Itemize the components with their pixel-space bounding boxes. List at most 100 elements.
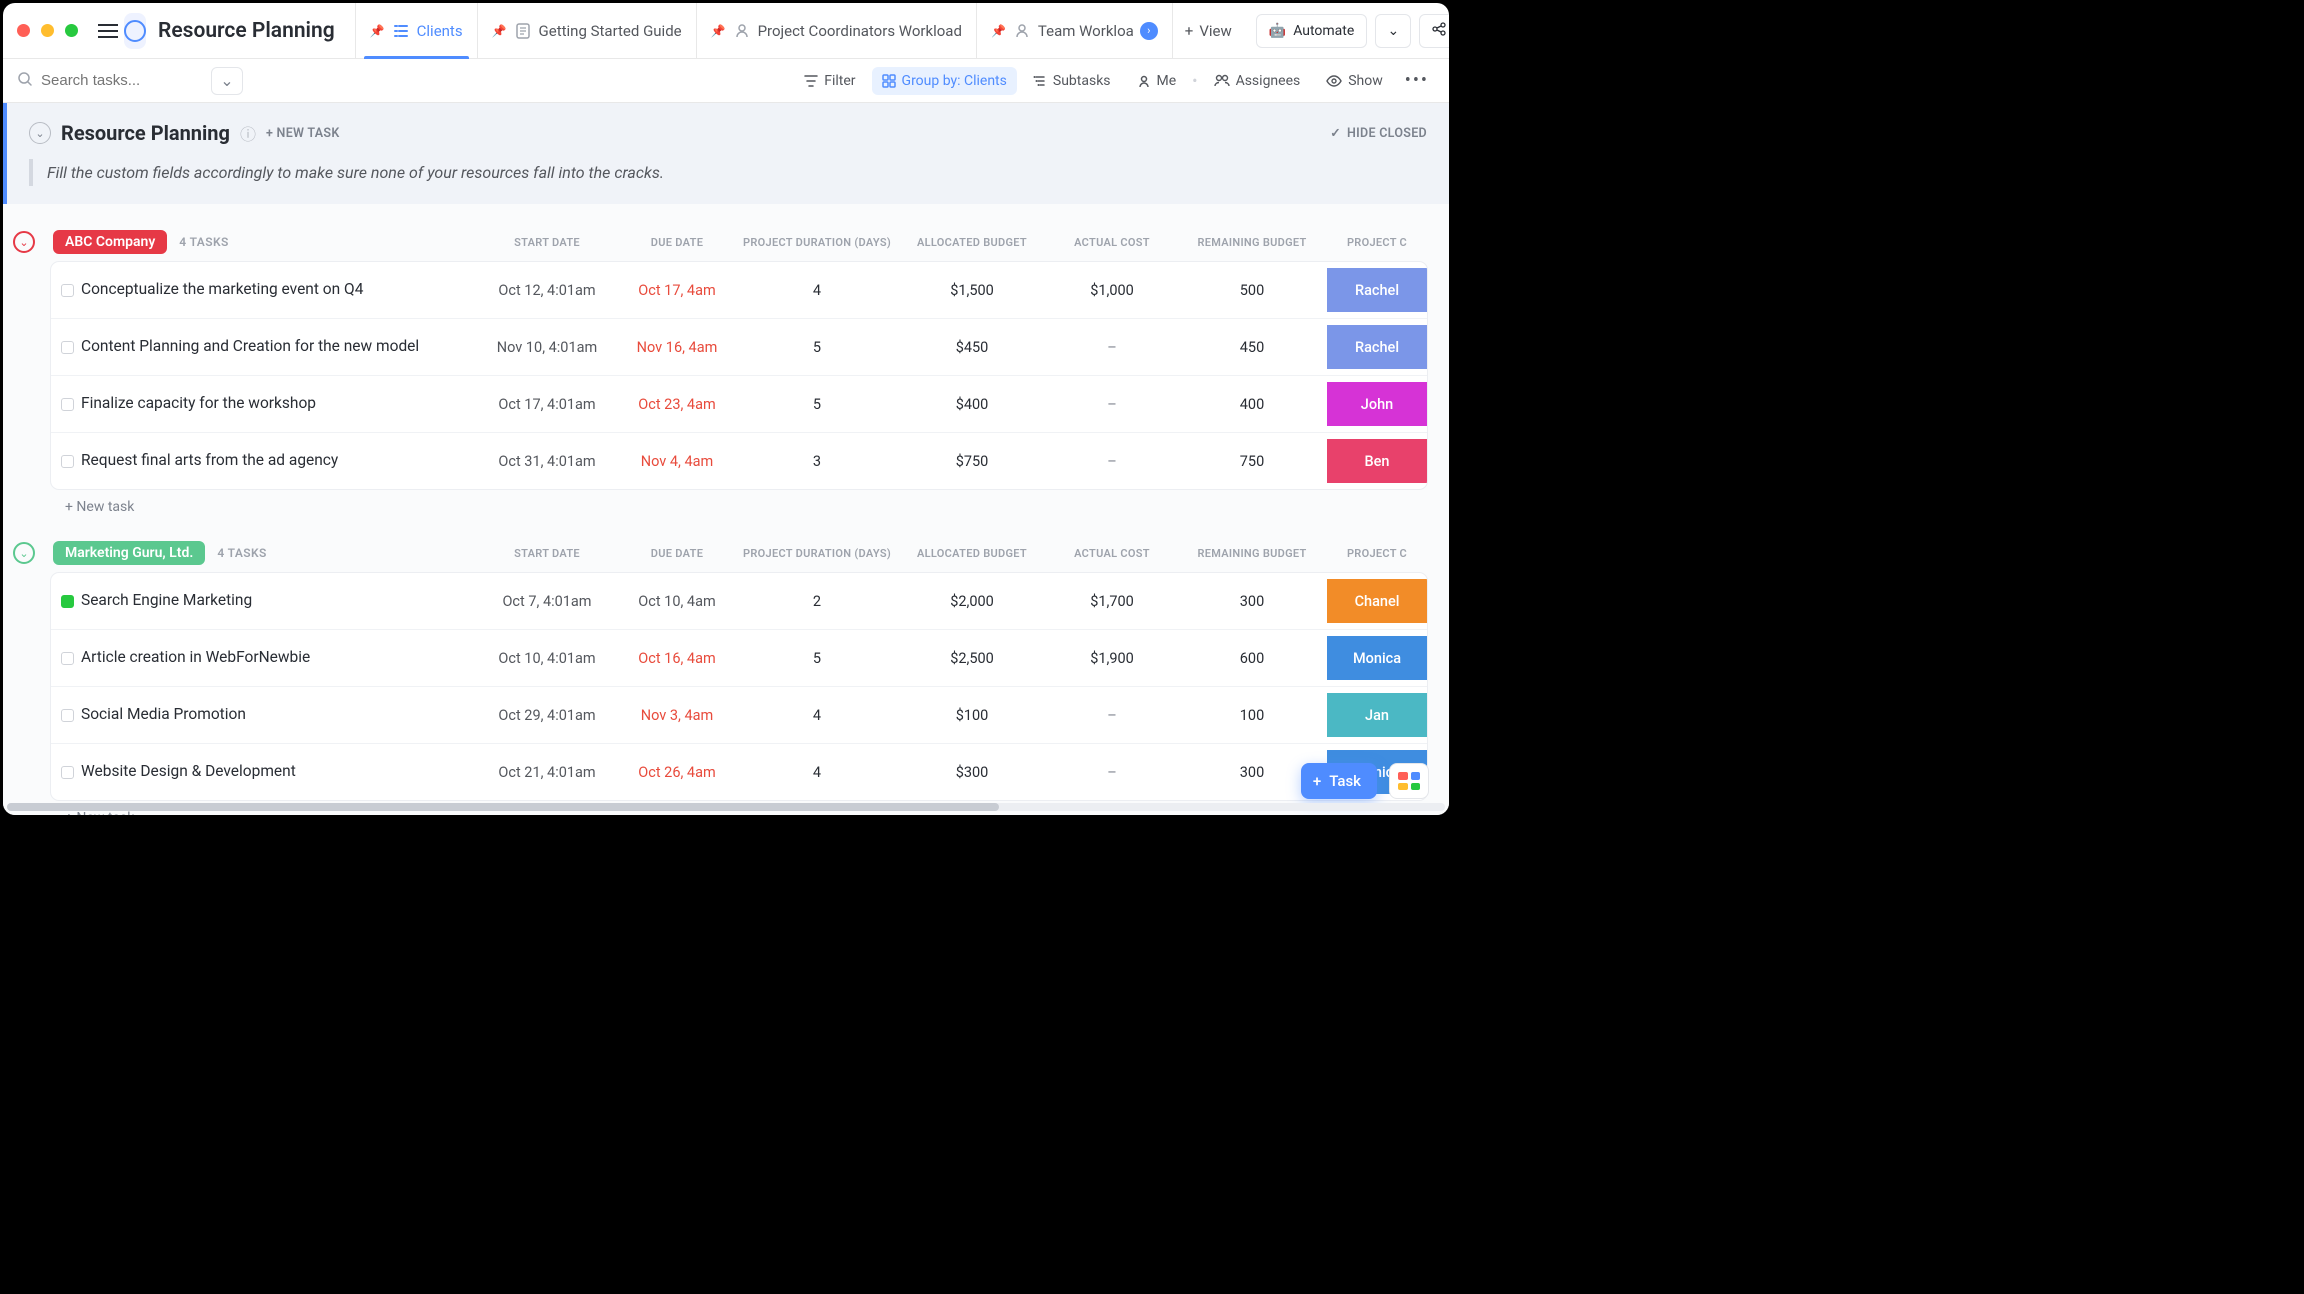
- subtasks-button[interactable]: Subtasks: [1023, 67, 1121, 95]
- tab-getting-started[interactable]: 📌 Getting Started Guide: [477, 3, 696, 59]
- task-group: ⌄ Marketing Guru, Ltd. 4 TASKS START DAT…: [3, 541, 1449, 815]
- task-title: Request final arts from the ad agency: [81, 444, 477, 478]
- task-checkbox[interactable]: [61, 709, 74, 722]
- task-group: ⌄ ABC Company 4 TASKS START DATE DUE DAT…: [3, 230, 1449, 515]
- remaining-budget: 750: [1177, 453, 1327, 470]
- filter-label: Filter: [824, 73, 855, 89]
- groupby-button[interactable]: Group by: Clients: [872, 67, 1017, 95]
- assignee-cell[interactable]: Chanel: [1327, 579, 1427, 623]
- col-start: START DATE: [477, 236, 617, 249]
- task-row[interactable]: Request final arts from the ad agency Oc…: [51, 433, 1427, 489]
- start-date: Oct 31, 4:01am: [477, 453, 617, 470]
- actual-cost: –: [1047, 396, 1177, 413]
- new-task-fab[interactable]: + Task: [1301, 763, 1377, 799]
- group-badge[interactable]: Marketing Guru, Ltd.: [53, 541, 205, 565]
- new-task-row[interactable]: + New task: [3, 489, 1449, 515]
- col-duration: PROJECT DURATION (DAYS): [737, 547, 897, 560]
- task-row[interactable]: Website Design & Development Oct 21, 4:0…: [51, 744, 1427, 800]
- group-badge[interactable]: ABC Company: [53, 230, 167, 254]
- minimize-window-button[interactable]: [41, 24, 54, 37]
- close-window-button[interactable]: [17, 24, 30, 37]
- task-title: Content Planning and Creation for the ne…: [81, 330, 477, 364]
- remaining-budget: 400: [1177, 396, 1327, 413]
- group-count: 4 TASKS: [217, 546, 266, 560]
- col-allocated: ALLOCATED BUDGET: [897, 236, 1047, 249]
- automate-button[interactable]: 🤖 Automate: [1256, 14, 1368, 48]
- start-date: Oct 10, 4:01am: [477, 650, 617, 667]
- new-task-button[interactable]: + NEW TASK: [266, 126, 340, 141]
- task-row[interactable]: Conceptualize the marketing event on Q4 …: [51, 262, 1427, 319]
- allocated-budget: $1,500: [897, 282, 1047, 299]
- filter-bar: ⌄ Filter Group by: Clients Subtasks Me •: [3, 59, 1449, 103]
- tab-coordinators[interactable]: 📌 Project Coordinators Workload: [696, 3, 976, 59]
- assignee-cell[interactable]: Rachel: [1327, 325, 1427, 369]
- task-checkbox[interactable]: [61, 398, 74, 411]
- search-expand-button[interactable]: ⌄: [211, 67, 243, 95]
- collapse-list-button[interactable]: ⌄: [29, 122, 51, 144]
- tab-clients[interactable]: 📌 Clients: [355, 3, 477, 59]
- hide-closed-label: HIDE CLOSED: [1347, 126, 1427, 141]
- allocated-budget: $100: [897, 707, 1047, 724]
- task-row[interactable]: Article creation in WebForNewbie Oct 10,…: [51, 630, 1427, 687]
- view-tabs: 📌 Clients 📌 Getting Started Guide 📌 Proj…: [355, 3, 1244, 59]
- task-row[interactable]: Search Engine Marketing Oct 7, 4:01am Oc…: [51, 573, 1427, 630]
- task-checkbox[interactable]: [61, 455, 74, 468]
- task-row[interactable]: Finalize capacity for the workshop Oct 1…: [51, 376, 1427, 433]
- add-view-button[interactable]: + View: [1172, 3, 1244, 59]
- tab-label: Team Workloa: [1038, 22, 1134, 40]
- info-icon[interactable]: ⓘ: [240, 121, 256, 145]
- due-date: Oct 10, 4am: [617, 593, 737, 610]
- search-box[interactable]: [17, 71, 197, 91]
- app-window: Resource Planning 📌 Clients 📌 Getting St…: [3, 3, 1449, 815]
- menu-button[interactable]: [98, 16, 118, 46]
- assignee-cell[interactable]: Jan: [1327, 693, 1427, 737]
- assignee-cell[interactable]: Monica: [1327, 636, 1427, 680]
- assignee-cell[interactable]: Ben: [1327, 439, 1427, 483]
- task-title: Website Design & Development: [81, 755, 477, 789]
- app-grid-button[interactable]: [1389, 763, 1429, 799]
- task-checkbox[interactable]: [61, 766, 74, 779]
- assignees-button[interactable]: Assignees: [1204, 67, 1311, 95]
- show-button[interactable]: Show: [1316, 67, 1393, 95]
- remaining-budget: 100: [1177, 707, 1327, 724]
- group-collapse-button[interactable]: ⌄: [13, 231, 35, 253]
- list-title: Resource Planning: [61, 121, 230, 145]
- view-label: View: [1199, 22, 1231, 40]
- tab-team-workload[interactable]: 📌 Team Workloa ›: [976, 3, 1172, 59]
- subtasks-label: Subtasks: [1053, 73, 1111, 89]
- tab-label: Clients: [417, 22, 463, 40]
- col-duration: PROJECT DURATION (DAYS): [737, 236, 897, 249]
- more-button[interactable]: •••: [1399, 70, 1435, 91]
- filter-button[interactable]: Filter: [794, 67, 865, 95]
- task-row[interactable]: Content Planning and Creation for the ne…: [51, 319, 1427, 376]
- task-checkbox[interactable]: [61, 595, 74, 608]
- maximize-window-button[interactable]: [65, 24, 78, 37]
- due-date: Oct 16, 4am: [617, 650, 737, 667]
- space-icon[interactable]: [124, 13, 146, 49]
- actual-cost: $1,900: [1047, 650, 1177, 667]
- pin-icon: 📌: [711, 24, 726, 38]
- share-button[interactable]: Share: [1419, 14, 1449, 48]
- assignee-cell[interactable]: John: [1327, 382, 1427, 426]
- automate-label: Automate: [1293, 23, 1354, 39]
- search-input[interactable]: [41, 72, 181, 89]
- col-actual: ACTUAL COST: [1047, 236, 1177, 249]
- remaining-budget: 450: [1177, 339, 1327, 356]
- start-date: Oct 29, 4:01am: [477, 707, 617, 724]
- actual-cost: –: [1047, 764, 1177, 781]
- task-row[interactable]: Social Media Promotion Oct 29, 4:01am No…: [51, 687, 1427, 744]
- group-header: ⌄ ABC Company 4 TASKS START DATE DUE DAT…: [3, 230, 1449, 262]
- task-checkbox[interactable]: [61, 284, 74, 297]
- hide-closed-button[interactable]: ✓ HIDE CLOSED: [1330, 125, 1427, 141]
- task-checkbox[interactable]: [61, 341, 74, 354]
- task-rows: Conceptualize the marketing event on Q4 …: [51, 262, 1427, 489]
- task-checkbox[interactable]: [61, 652, 74, 665]
- doc-icon: [515, 23, 531, 39]
- me-button[interactable]: Me: [1127, 67, 1187, 95]
- assignee-cell[interactable]: Rachel: [1327, 268, 1427, 312]
- horizontal-scrollbar[interactable]: [7, 803, 1445, 811]
- automate-dropdown[interactable]: ⌄: [1375, 14, 1411, 48]
- col-allocated: ALLOCATED BUDGET: [897, 547, 1047, 560]
- start-date: Oct 7, 4:01am: [477, 593, 617, 610]
- group-collapse-button[interactable]: ⌄: [13, 542, 35, 564]
